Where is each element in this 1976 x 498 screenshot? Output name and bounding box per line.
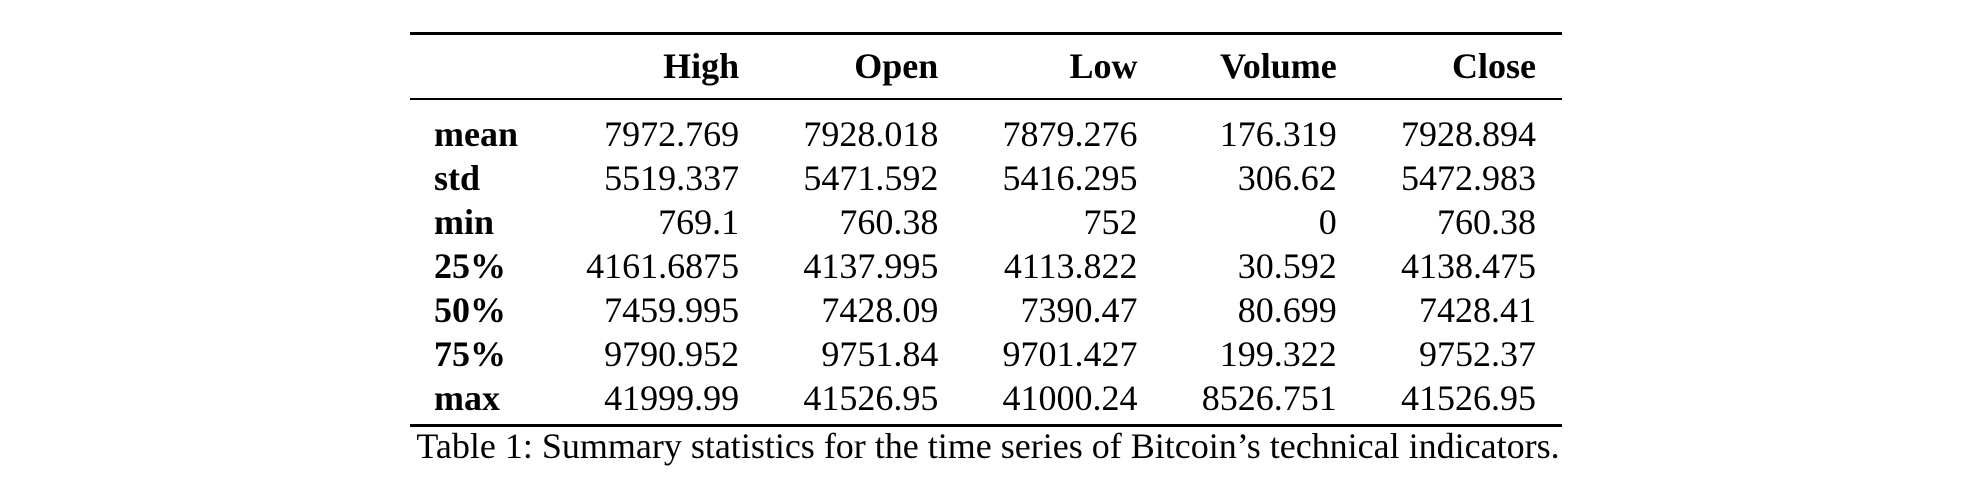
- table-cell: 5472.983: [1401, 158, 1536, 198]
- column-header-low: Low: [1069, 46, 1138, 86]
- row-label: max: [434, 378, 500, 418]
- summary-statistics-table-container: High Open Low Volume Close mean 7972.769…: [410, 32, 1562, 427]
- table-row-50-percent: 50% 7459.995 7428.09 7390.47 80.699 7428…: [410, 288, 1562, 332]
- table-cell: 176.319: [1219, 114, 1337, 154]
- table-row-std: std 5519.337 5471.592 5416.295 306.62 54…: [410, 156, 1562, 200]
- summary-statistics-table: High Open Low Volume Close mean 7972.769…: [410, 32, 1562, 427]
- table-cell: 9752.37: [1419, 334, 1536, 374]
- table-cell: 4161.6875: [586, 246, 740, 286]
- table-cell: 4137.995: [803, 246, 939, 286]
- table-cell: 4113.822: [1003, 246, 1138, 286]
- table-cell: 199.322: [1219, 334, 1337, 374]
- table-cell: 41000.24: [1002, 378, 1138, 418]
- table-cell: 4138.475: [1401, 246, 1536, 286]
- table-cell: 769.1: [658, 202, 740, 242]
- row-label: std: [434, 158, 481, 198]
- table-row-75-percent: 75% 9790.952 9751.84 9701.427 199.322 97…: [410, 332, 1562, 376]
- column-header-volume: Volume: [1220, 46, 1337, 86]
- table-cell: 7879.276: [1002, 114, 1138, 154]
- table-caption: Table 1: Summary statistics for the time…: [416, 426, 1560, 466]
- row-label: 50%: [434, 290, 506, 330]
- table-cell: 41999.99: [604, 378, 740, 418]
- table-cell: 8526.751: [1201, 378, 1337, 418]
- table-cell: 7390.47: [1020, 290, 1138, 330]
- table-row-min: min 769.1 760.38 752 0 760.38: [410, 200, 1562, 244]
- table-cell: 41526.95: [803, 378, 939, 418]
- row-label: min: [434, 202, 495, 242]
- table-cell: 5471.592: [803, 158, 939, 198]
- row-label: 75%: [434, 334, 506, 374]
- table-row-mean: mean 7972.769 7928.018 7879.276 176.319 …: [410, 99, 1562, 156]
- table-row-25-percent: 25% 4161.6875 4137.995 4113.822 30.592 4…: [410, 244, 1562, 288]
- column-header-close: Close: [1452, 46, 1536, 86]
- table-cell: 7459.995: [604, 290, 740, 330]
- row-label: 25%: [434, 246, 506, 286]
- column-header-high: High: [663, 46, 740, 86]
- header-corner-cell: [410, 34, 544, 100]
- table-body: mean 7972.769 7928.018 7879.276 176.319 …: [410, 99, 1562, 426]
- table-cell: 760.38: [1437, 202, 1536, 242]
- table-cell: 9751.84: [821, 334, 939, 374]
- table-cell: 5416.295: [1002, 158, 1138, 198]
- table-cell: 30.592: [1237, 246, 1337, 286]
- table-cell: 0: [1318, 202, 1337, 242]
- table-cell: 41526.95: [1401, 378, 1536, 418]
- table-cell: 9701.427: [1002, 334, 1138, 374]
- column-header-open: Open: [854, 46, 939, 86]
- table-cell: 7928.018: [803, 114, 939, 154]
- table-cell: 306.62: [1237, 158, 1337, 198]
- table-cell: 5519.337: [604, 158, 740, 198]
- table-cell: 7972.769: [604, 114, 740, 154]
- table-cell: 7428.41: [1419, 290, 1536, 330]
- table-cell: 760.38: [839, 202, 939, 242]
- row-label: mean: [434, 114, 518, 154]
- table-row-max: max 41999.99 41526.95 41000.24 8526.751 …: [410, 376, 1562, 426]
- table-cell: 9790.952: [604, 334, 740, 374]
- table-cell: 7428.09: [821, 290, 939, 330]
- table-cell: 7928.894: [1401, 114, 1536, 154]
- header-row: High Open Low Volume Close: [410, 33, 1562, 100]
- table-cell: 752: [1083, 202, 1138, 242]
- table-cell: 80.699: [1237, 290, 1337, 330]
- table-header: High Open Low Volume Close: [410, 33, 1562, 100]
